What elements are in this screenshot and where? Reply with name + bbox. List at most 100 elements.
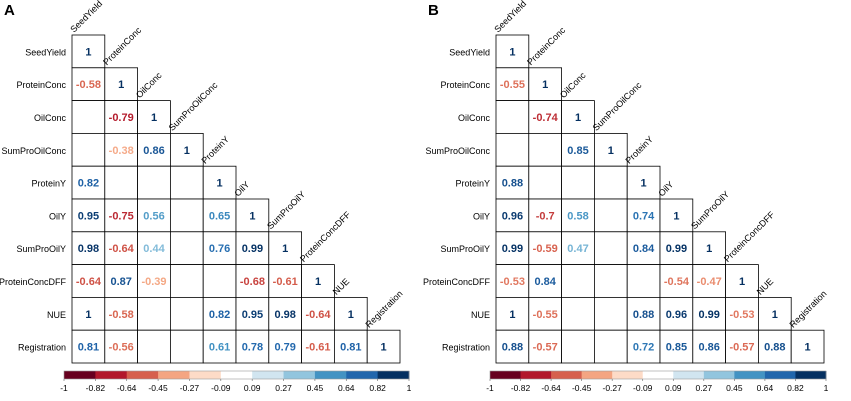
matrix-cell bbox=[71, 67, 106, 102]
column-label: ProteinConcDFF bbox=[298, 209, 353, 264]
column-label: SumProOilConc bbox=[167, 80, 220, 133]
matrix-cell bbox=[692, 329, 726, 364]
correlation-value: 0.86 bbox=[698, 342, 719, 354]
column-label: SeedYield bbox=[492, 0, 528, 34]
column-label: OilConc bbox=[558, 70, 588, 100]
colorbar-segment bbox=[377, 371, 410, 379]
matrix-cell bbox=[268, 264, 302, 298]
correlation-value: 1 bbox=[85, 46, 91, 58]
matrix-cell bbox=[235, 198, 270, 233]
column-label: OilConc bbox=[134, 70, 164, 100]
colorbar-tick-label: -0.45 bbox=[572, 383, 592, 393]
column-label: SumProOilY bbox=[265, 189, 307, 231]
colorbar-segment bbox=[126, 371, 159, 379]
matrix-cell bbox=[528, 165, 562, 200]
matrix-cell bbox=[104, 132, 139, 167]
correlation-value: -0.56 bbox=[109, 342, 134, 354]
row-label: OilY bbox=[49, 211, 66, 221]
colorbar-tick-label: -1 bbox=[486, 383, 494, 393]
colorbar-tick-label: 0.27 bbox=[696, 383, 713, 393]
column-label: ProteinY bbox=[200, 134, 231, 165]
matrix-cell bbox=[71, 329, 106, 364]
colorbar-segment bbox=[490, 371, 521, 379]
colorbar-tick-label: -0.82 bbox=[86, 383, 106, 393]
colorbar-segment bbox=[189, 371, 222, 379]
row-label: NUE bbox=[471, 310, 490, 320]
matrix-cell bbox=[137, 296, 171, 331]
matrix-cell bbox=[495, 165, 530, 200]
matrix-cell bbox=[528, 296, 562, 331]
correlation-value: 0.99 bbox=[242, 243, 263, 255]
correlation-value: -0.64 bbox=[109, 243, 135, 255]
matrix-cell bbox=[169, 132, 204, 167]
matrix-cell bbox=[528, 100, 562, 134]
matrix-cell bbox=[71, 264, 106, 298]
column-label: SeedYield bbox=[68, 0, 104, 34]
row-label: Registration bbox=[18, 343, 66, 353]
row-label: SumProOilConc bbox=[425, 146, 490, 156]
colorbar-segment bbox=[673, 371, 705, 379]
matrix-cell bbox=[594, 296, 628, 331]
matrix-cell bbox=[659, 329, 694, 364]
correlation-value: 0.98 bbox=[78, 243, 99, 255]
row-label: NUE bbox=[47, 310, 66, 320]
correlation-value: -0.61 bbox=[305, 342, 330, 354]
matrix-cell bbox=[169, 296, 204, 331]
colorbar-segment bbox=[612, 371, 644, 379]
matrix-cell bbox=[202, 198, 237, 233]
matrix-cell bbox=[169, 231, 204, 266]
colorbar-segment bbox=[346, 371, 379, 379]
matrix-cell bbox=[495, 264, 530, 298]
matrix-cell bbox=[169, 329, 204, 364]
matrix-cell bbox=[202, 264, 237, 298]
matrix-cell bbox=[626, 264, 661, 298]
colorbar-tick-label: -0.45 bbox=[148, 383, 168, 393]
panel-label-b: B bbox=[428, 2, 439, 19]
colorbar-tick-label: -0.09 bbox=[633, 383, 653, 393]
colorbar-tick-label: -0.82 bbox=[511, 383, 531, 393]
correlation-value: 1 bbox=[249, 210, 255, 222]
row-label: OilConc bbox=[458, 113, 491, 123]
correlation-value: 1 bbox=[85, 309, 91, 321]
matrix-cell bbox=[758, 296, 792, 331]
matrix-cell bbox=[268, 329, 302, 364]
matrix-cell bbox=[495, 329, 530, 364]
matrix-cell bbox=[528, 264, 562, 298]
colorbar-segment bbox=[64, 371, 96, 379]
column-label: SumProOilConc bbox=[591, 80, 644, 133]
matrix-cell bbox=[137, 231, 171, 266]
correlation-value: 0.98 bbox=[274, 309, 295, 321]
correlation-value: 0.58 bbox=[567, 210, 588, 222]
colorbar-tick-label: 0.82 bbox=[369, 383, 386, 393]
row-label: SeedYield bbox=[25, 47, 66, 57]
correlation-value: 0.96 bbox=[502, 210, 523, 222]
matrix-cell bbox=[626, 198, 661, 233]
matrix-cell bbox=[104, 329, 139, 364]
matrix-cell bbox=[495, 198, 530, 233]
matrix-cell bbox=[137, 165, 171, 200]
correlation-value: 0.99 bbox=[502, 243, 523, 255]
correlation-value: 0.95 bbox=[242, 309, 263, 321]
matrix-cell bbox=[626, 165, 661, 200]
correlation-value: 1 bbox=[608, 145, 614, 157]
correlation-value: -0.54 bbox=[664, 276, 690, 288]
matrix-cell bbox=[71, 132, 106, 167]
matrix-cell bbox=[202, 231, 237, 266]
matrix-cell bbox=[71, 34, 106, 69]
correlation-value: -0.53 bbox=[500, 276, 525, 288]
correlation-value: 1 bbox=[575, 112, 581, 124]
correlation-value: 0.84 bbox=[534, 276, 556, 288]
matrix-cell bbox=[659, 296, 694, 331]
matrix-cell bbox=[594, 231, 628, 266]
correlation-value: -0.58 bbox=[76, 79, 101, 91]
colorbar-segment bbox=[551, 371, 583, 379]
matrix-cell bbox=[692, 296, 726, 331]
correlation-value: -0.57 bbox=[729, 342, 754, 354]
column-label: ProteinConc bbox=[525, 25, 567, 67]
colorbar-frame bbox=[489, 370, 827, 380]
column-label: ProteinConc bbox=[101, 25, 143, 67]
colorbar-segment bbox=[220, 371, 253, 379]
row-label: SumProOilY bbox=[440, 244, 490, 254]
correlation-value: 1 bbox=[509, 46, 515, 58]
colorbar-segment bbox=[314, 371, 347, 379]
